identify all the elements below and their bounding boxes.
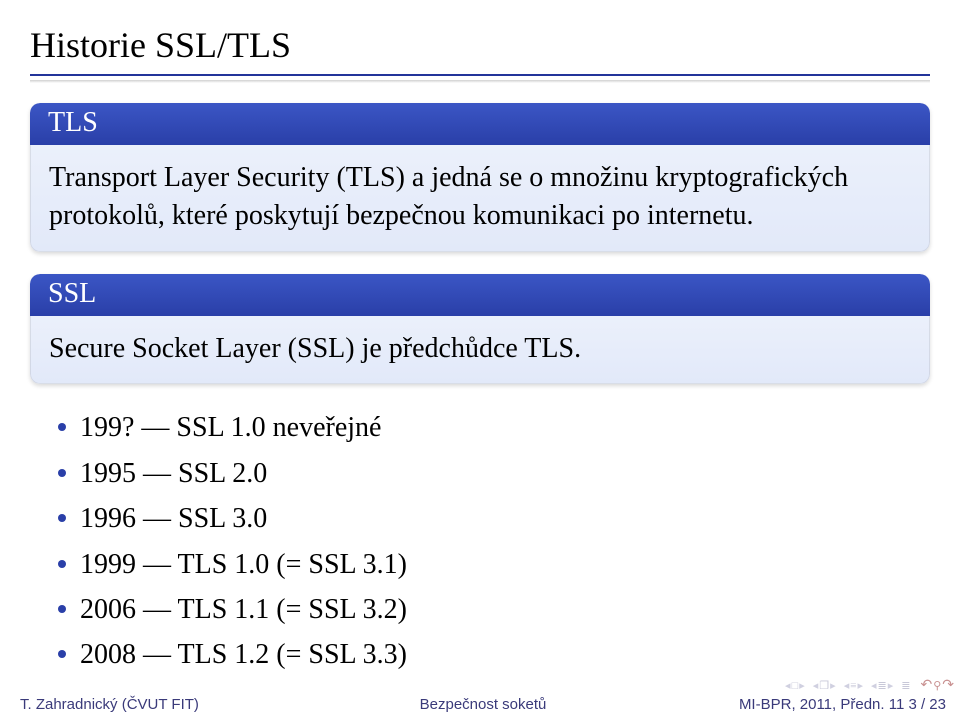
- footer-title: Bezpečnost soketů: [339, 696, 626, 713]
- list-item: 2006 — TLS 1.1 (= SSL 3.2): [58, 588, 930, 631]
- footer-author: T. Zahradnický (ČVUT FIT): [0, 696, 339, 713]
- block-ssl-header: SSL: [30, 274, 930, 316]
- title-divider: [30, 74, 930, 76]
- footer-page-info: MI-BPR, 2011, Předn. 11 3 / 23: [627, 696, 960, 713]
- block-ssl: SSL Secure Socket Layer (SSL) je předchů…: [30, 274, 930, 385]
- list-item: 1999 — TLS 1.0 (= SSL 3.1): [58, 543, 930, 586]
- slide-footer: T. Zahradnický (ČVUT FIT) Bezpečnost sok…: [0, 688, 960, 720]
- block-tls-body: Transport Layer Security (TLS) a jedná s…: [30, 145, 930, 252]
- slide-content: TLS Transport Layer Security (TLS) a jed…: [0, 103, 960, 677]
- page-title: Historie SSL/TLS: [0, 0, 960, 74]
- block-ssl-body: Secure Socket Layer (SSL) je předchůdce …: [30, 316, 930, 385]
- list-item: 1996 — SSL 3.0: [58, 497, 930, 540]
- block-tls-header: TLS: [30, 103, 930, 145]
- list-item: 199? — SSL 1.0 neveřejné: [58, 406, 930, 449]
- list-item: 1995 — SSL 2.0: [58, 452, 930, 495]
- block-tls: TLS Transport Layer Security (TLS) a jed…: [30, 103, 930, 252]
- bullet-list: 199? — SSL 1.0 neveřejné 1995 — SSL 2.0 …: [30, 406, 930, 676]
- list-item: 2008 — TLS 1.2 (= SSL 3.3): [58, 633, 930, 676]
- title-shadow: [30, 80, 930, 83]
